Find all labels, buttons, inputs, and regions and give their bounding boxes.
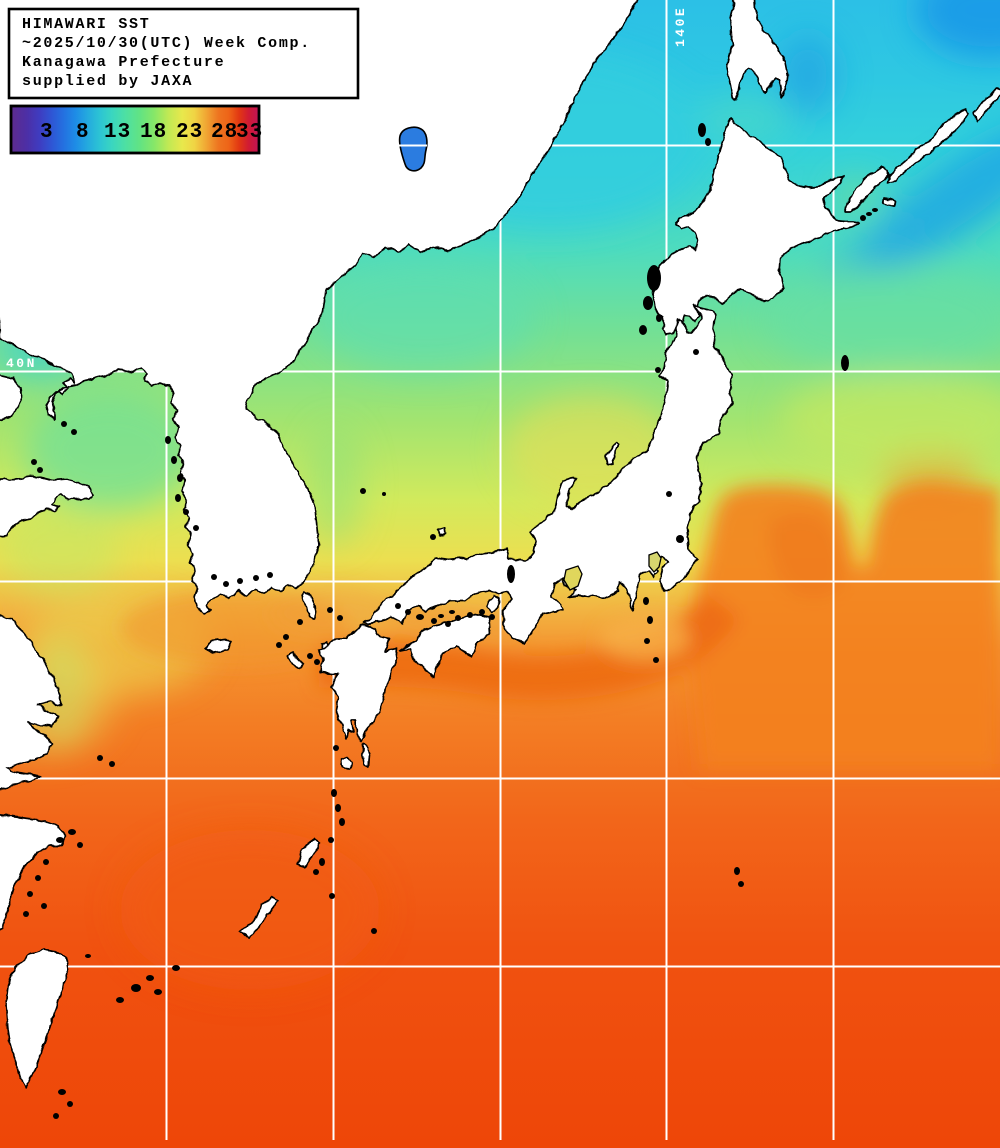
svg-text:28: 28 (211, 121, 238, 144)
svg-text:8: 8 (76, 121, 90, 144)
svg-text:13: 13 (104, 121, 131, 144)
svg-text:23: 23 (176, 121, 203, 144)
svg-text:~2025/10/30(UTC) Week Comp.: ~2025/10/30(UTC) Week Comp. (22, 35, 311, 52)
svg-text:18: 18 (140, 121, 167, 144)
svg-text:40N: 40N (6, 356, 37, 371)
svg-text:Kanagawa Prefecture: Kanagawa Prefecture (22, 54, 225, 71)
svg-text:HIMAWARI SST: HIMAWARI SST (22, 16, 150, 33)
svg-text:3: 3 (40, 121, 54, 144)
svg-text:140E: 140E (673, 6, 688, 47)
svg-text:33: 33 (236, 121, 263, 144)
svg-text:supplied by JAXA: supplied by JAXA (22, 73, 193, 90)
